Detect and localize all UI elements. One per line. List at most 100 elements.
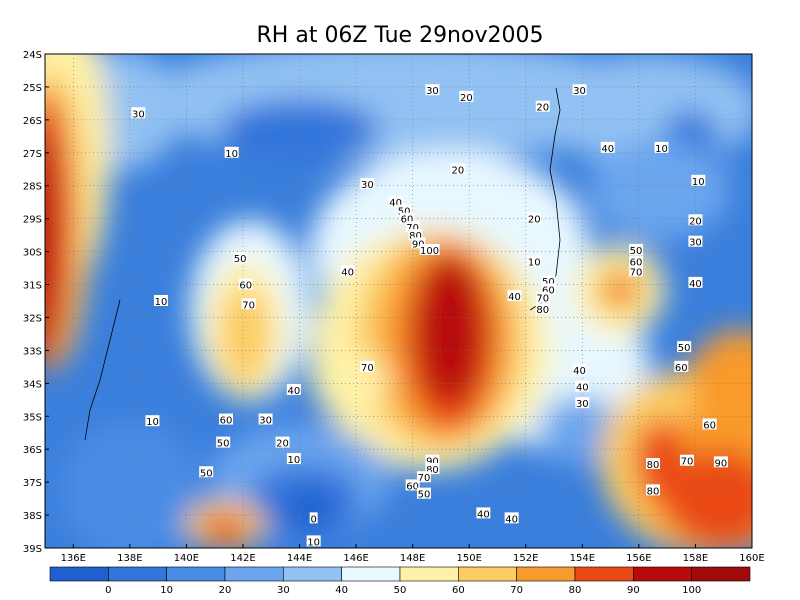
contour-label: 60 <box>675 363 688 374</box>
rh-region <box>540 395 620 465</box>
x-tick-label: 152E <box>513 553 538 564</box>
contour-label: 70 <box>536 294 549 305</box>
colorbar-swatch <box>458 566 517 582</box>
contour-label-bg <box>629 255 644 267</box>
contour-label: 70 <box>242 300 255 311</box>
contour-label: 70 <box>630 267 643 278</box>
contour-label-bg <box>416 471 431 483</box>
colorbar-swatch <box>399 566 459 582</box>
rh-region <box>220 100 380 160</box>
contour-label-bg <box>646 484 661 496</box>
colorbar-swatch <box>224 566 284 582</box>
contour-label: 10 <box>287 455 300 466</box>
contour-label-bg <box>572 84 587 96</box>
colorbar-label: 20 <box>219 585 232 596</box>
contour-label-bg <box>309 512 318 524</box>
contour-label-bg <box>629 243 644 255</box>
x-tick-label: 140E <box>174 553 199 564</box>
contour-label: 80 <box>536 305 549 316</box>
contour-label-bg <box>399 212 414 224</box>
contour-label-bg <box>646 458 661 470</box>
contour-label-bg <box>572 364 587 376</box>
y-tick-label: 27S <box>23 149 42 160</box>
contour-label-bg <box>411 237 426 249</box>
contour-label-bg <box>688 235 703 247</box>
contour-label-bg <box>535 100 550 112</box>
colorbar-swatch <box>49 566 109 582</box>
colorbar-label: 80 <box>569 585 582 596</box>
y-tick-label: 31S <box>23 281 42 292</box>
contour-label-bg <box>679 454 694 466</box>
colorbar-label: 70 <box>510 585 523 596</box>
contour-label: 40 <box>505 514 518 525</box>
contour-label: 10 <box>528 257 541 268</box>
contour-label-bg <box>541 283 556 295</box>
x-tick-label: 150E <box>456 553 481 564</box>
contour-label: 40 <box>689 279 702 290</box>
y-tick-label: 32S <box>23 313 42 324</box>
contour-label: 30 <box>573 86 586 97</box>
contour-label-bg <box>527 255 542 267</box>
contour-label: 50 <box>398 206 411 217</box>
contour-label: 40 <box>389 198 402 209</box>
contour-label-bg <box>688 276 703 288</box>
contour-label: 90 <box>412 239 425 250</box>
contour-label: 20 <box>460 93 473 104</box>
contour-label-bg <box>527 212 542 224</box>
contour-label-bg <box>450 163 465 175</box>
y-tick-label: 38S <box>23 511 42 522</box>
x-tick-label: 154E <box>570 553 595 564</box>
contour-label-bg <box>360 360 375 372</box>
contour-label: 40 <box>477 509 490 520</box>
contour-label-bg <box>224 146 239 158</box>
contour-label-bg <box>241 298 256 310</box>
y-axis: 24S 25S 26S 27S 28S 29S 30S 31S 32S 33S 34S 35S 36S 3… <box>23 50 49 555</box>
contour-label-bg <box>286 383 301 395</box>
x-tick-label: 138E <box>117 553 142 564</box>
contour-label-bg <box>405 220 420 232</box>
contour-label: 30 <box>689 238 702 249</box>
contour-label-bg <box>535 291 550 303</box>
contour-label: 80 <box>426 465 439 476</box>
contour-label: 40 <box>573 366 586 377</box>
contour-label-bg <box>216 436 231 448</box>
contour-label-bg <box>145 415 160 427</box>
contour-label-bg <box>425 84 440 96</box>
contour-label: 90 <box>715 458 728 469</box>
contour-label: 60 <box>703 421 716 432</box>
x-tick-label: 148E <box>400 553 425 564</box>
rh-region <box>220 285 270 385</box>
contour-label: 90 <box>426 457 439 468</box>
y-tick-label: 36S <box>23 445 42 456</box>
contour-label: 80 <box>647 486 660 497</box>
contour-label: 60 <box>542 285 555 296</box>
contour-label-bg <box>702 418 717 430</box>
contour-label: 10 <box>225 149 238 160</box>
contour-label: 60 <box>220 416 233 427</box>
contour-label-bg <box>397 204 412 216</box>
contour-label-bg <box>535 303 550 315</box>
x-axis: 136E 138E 140E 142E 144E 146E 148E 150E 152E 154E… <box>61 544 765 564</box>
contour-label: 40 <box>287 386 300 397</box>
contour-label: 50 <box>678 343 691 354</box>
colorbar-swatch <box>108 566 167 582</box>
contour-label-bg <box>408 229 423 241</box>
contour-label: 50 <box>630 246 643 257</box>
colorbar-swatch <box>283 566 342 582</box>
contour-label: 30 <box>576 399 589 410</box>
contour-label: 10 <box>146 417 159 428</box>
y-tick-label: 28S <box>23 182 42 193</box>
colorbar-label: 100 <box>682 585 701 596</box>
contour-label: 80 <box>409 231 422 242</box>
rh-region <box>310 350 390 410</box>
y-tick-label: 33S <box>23 346 42 357</box>
colorbar-label: 50 <box>394 585 407 596</box>
contour-label: 20 <box>276 439 289 450</box>
contour-label: 80 <box>647 460 660 471</box>
contour-label: 0 <box>310 514 316 525</box>
y-tick-label: 35S <box>23 412 42 423</box>
y-tick-label: 24S <box>23 50 42 61</box>
contour-label: 30 <box>259 416 272 427</box>
